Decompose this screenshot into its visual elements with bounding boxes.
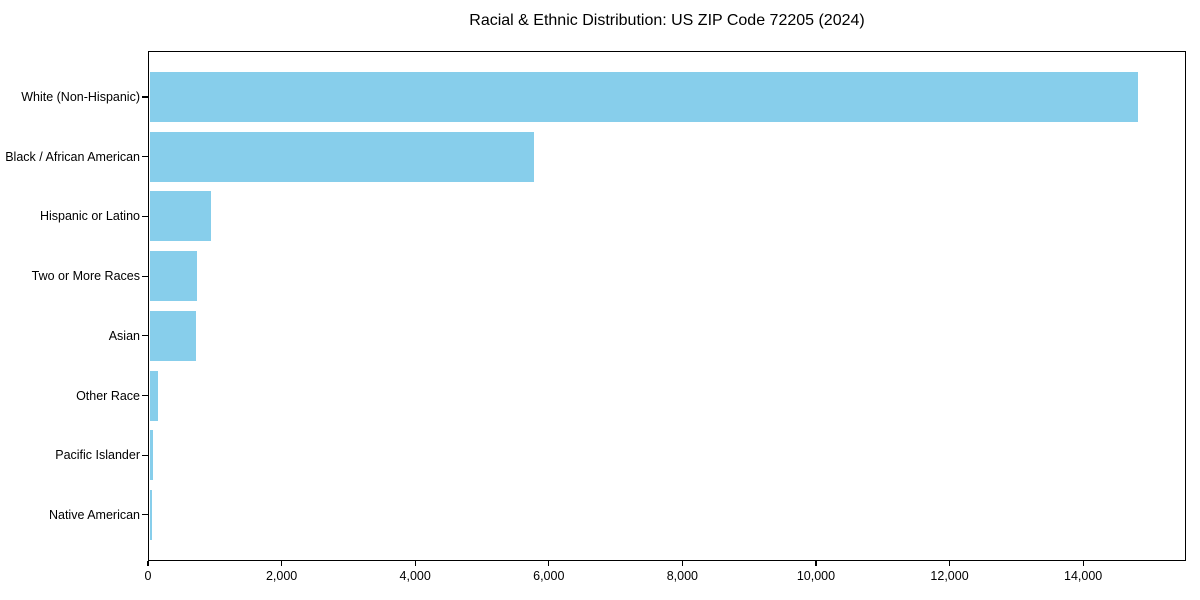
x-tick-mark (948, 561, 951, 566)
plot-area-frame (148, 51, 1186, 561)
x-tick-mark (681, 561, 683, 566)
x-tick-label: 14,000 (1064, 569, 1103, 583)
x-tick-mark (1082, 561, 1084, 566)
y-tick-mark (142, 156, 148, 158)
y-tick-mark (142, 335, 148, 337)
x-tick-mark (815, 561, 817, 566)
y-tick-label: Pacific Islander (55, 448, 140, 463)
y-tick-mark (142, 454, 148, 456)
y-tick-mark (142, 215, 148, 217)
x-tick-label: 2,000 (265, 569, 298, 583)
bar (149, 251, 198, 302)
y-tick-mark (142, 275, 148, 277)
x-tick-label: 4,000 (399, 569, 431, 583)
y-tick-mark (142, 514, 148, 516)
y-tick-label: White (Non-Hispanic) (21, 90, 140, 104)
chart-title: Racial & Ethnic Distribution: US ZIP Cod… (469, 12, 865, 29)
y-tick-label: Other Race (76, 388, 140, 403)
x-tick-mark (147, 561, 149, 566)
y-tick-mark (142, 96, 148, 98)
x-tick-label: 10,000 (796, 569, 836, 583)
y-tick-label: Native American (48, 507, 140, 522)
y-tick-mark (142, 394, 148, 397)
bar (149, 310, 197, 361)
y-tick-label: Hispanic or Latino (39, 209, 140, 224)
bar (149, 131, 534, 182)
bar (149, 489, 153, 540)
x-tick-mark (548, 561, 550, 566)
x-tick-mark (280, 561, 283, 566)
x-tick-label: 8,000 (666, 569, 698, 583)
x-tick-label: 12,000 (930, 569, 969, 583)
y-tick-label: Black / African American (5, 149, 140, 164)
bar (149, 370, 158, 421)
bar (149, 430, 154, 481)
x-tick-label: 0 (144, 569, 152, 583)
bar (149, 191, 211, 242)
bar (149, 72, 1139, 122)
y-tick-label: Two or More Races (31, 269, 140, 284)
y-tick-label: Asian (108, 328, 140, 343)
x-tick-mark (414, 561, 416, 566)
x-tick-label: 6,000 (533, 569, 565, 583)
